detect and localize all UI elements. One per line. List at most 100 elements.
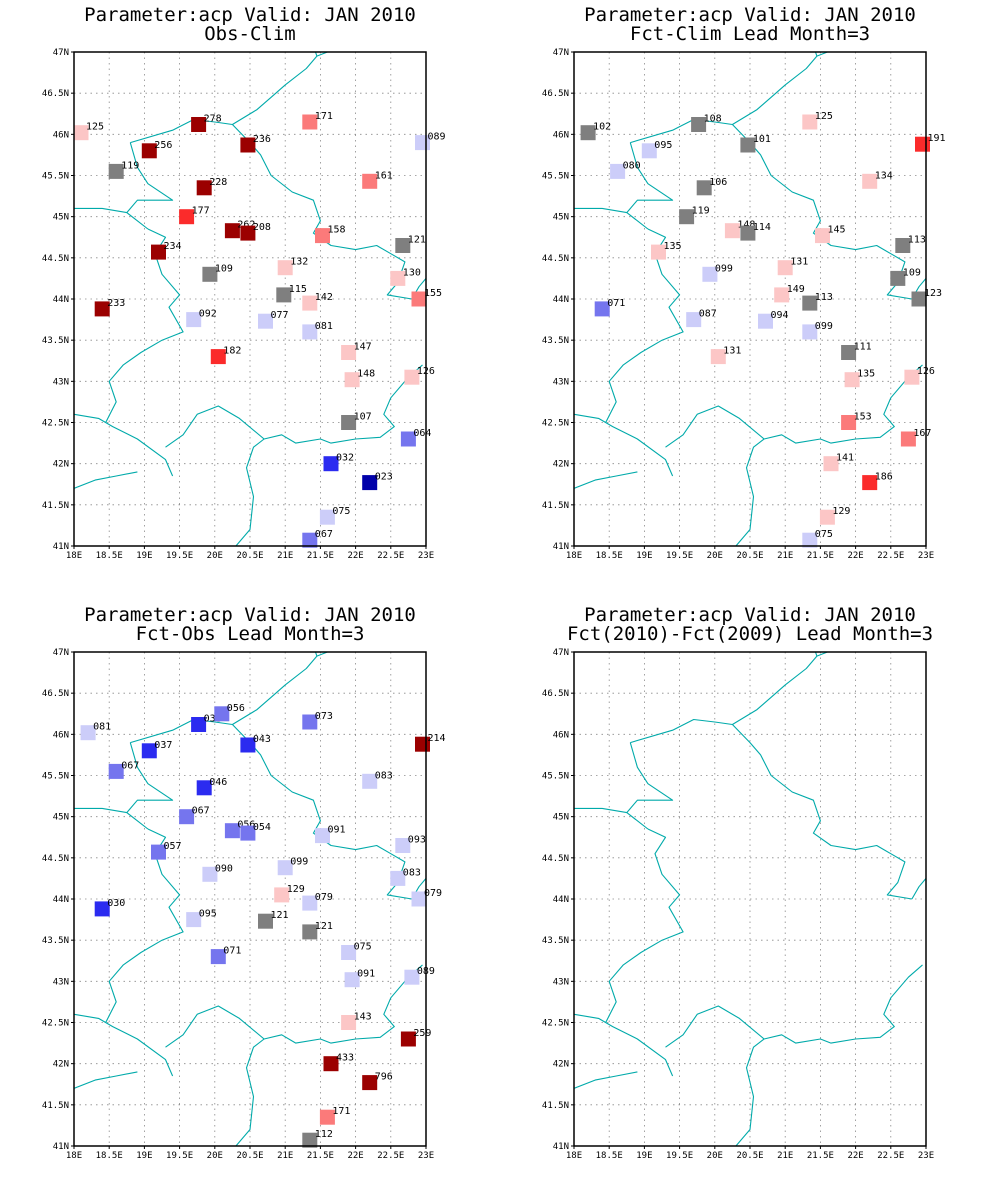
station-marker: 081	[302, 321, 333, 340]
station-marker: 056	[214, 703, 245, 722]
station-square	[302, 714, 318, 730]
station-square	[802, 114, 818, 130]
station-marker: 433	[323, 1053, 354, 1072]
station-square	[862, 173, 878, 189]
station-square	[315, 228, 330, 244]
station-square	[210, 949, 226, 965]
x-tick-label: 19E	[136, 551, 152, 561]
station-value-label: 106	[709, 177, 727, 188]
station-marker: 121	[302, 921, 333, 940]
station-value-label: 129	[832, 506, 850, 517]
map-grid	[74, 52, 426, 546]
y-tick-label: 41N	[53, 542, 69, 552]
station-value-label: 125	[86, 122, 104, 133]
panel-title-line2: Obs-Clim	[204, 23, 296, 45]
station-marker: 148	[344, 369, 375, 388]
country-border-line	[235, 364, 423, 546]
country-border-line	[126, 142, 174, 230]
x-tick-label: 18.5E	[96, 551, 123, 561]
country-border-line	[605, 828, 684, 1023]
y-tick-label: 44.5N	[42, 854, 69, 864]
station-square	[740, 137, 756, 153]
station-marker: 107	[341, 412, 372, 430]
station-square	[862, 475, 878, 491]
station-value-label: 102	[593, 122, 611, 133]
y-tick-label: 41.5N	[542, 1101, 569, 1111]
station-square	[240, 225, 256, 241]
country-border-line	[665, 1005, 765, 1048]
station-value-label: 141	[836, 453, 854, 464]
y-tick-label: 44.5N	[542, 854, 569, 864]
y-tick-label: 43.5N	[542, 936, 569, 946]
station-marker: 075	[802, 529, 833, 548]
station-square	[580, 125, 596, 141]
station-marker: 131	[710, 346, 741, 365]
country-border-line	[165, 405, 265, 448]
station-marker: 071	[594, 298, 625, 317]
y-tick-label: 43N	[553, 977, 569, 987]
country-border-line	[130, 118, 412, 300]
station-square	[802, 324, 818, 340]
station-value-label: 145	[828, 225, 846, 236]
x-tick-label: 22E	[847, 1151, 863, 1161]
station-marker: 056	[224, 820, 255, 839]
x-tick-label: 21.5E	[807, 551, 834, 561]
station-marker: 123	[911, 288, 942, 307]
station-value-label: 043	[253, 734, 271, 745]
station-marker: 037	[141, 740, 172, 759]
country-border-line	[574, 807, 627, 814]
y-tick-label: 47N	[53, 48, 69, 58]
x-tick-label: 20E	[707, 551, 723, 561]
x-tick-label: 18E	[66, 1151, 82, 1161]
station-value-label: 057	[164, 841, 182, 852]
y-tick-label: 42N	[553, 1060, 569, 1070]
country-border-line	[74, 1071, 138, 1089]
station-value-label: 089	[428, 132, 446, 143]
station-square	[395, 238, 411, 253]
country-border-line	[911, 878, 926, 900]
station-square	[302, 895, 318, 911]
station-marker: 171	[319, 1106, 350, 1125]
station-value-label: 073	[315, 711, 333, 722]
y-tick-label: 44N	[553, 295, 569, 305]
station-marker: 208	[240, 222, 271, 241]
station-square	[400, 1031, 416, 1047]
station-marker: 112	[302, 1129, 333, 1148]
station-marker: 094	[758, 310, 789, 329]
station-value-label: 079	[315, 892, 333, 903]
country-border-line	[74, 1013, 174, 1077]
station-value-label: 037	[154, 740, 172, 751]
station-value-label: 134	[875, 170, 893, 181]
x-tick-label: 19E	[636, 1151, 652, 1161]
station-marker: 262	[224, 220, 255, 239]
x-tick-label: 23E	[918, 1151, 934, 1161]
station-marker: 147	[341, 342, 372, 360]
station-value-label: 147	[354, 342, 372, 353]
station-value-label: 067	[315, 529, 333, 540]
station-value-label: 083	[403, 867, 421, 878]
panel-fct-diff: Parameter:acp Valid: JAN 2010 Fct(2010)-…	[542, 604, 934, 1161]
axis-ticks: 18E 18.5E 19E 19.5E 20E 20.5E 21E 21.5E 22E 22.5E…	[542, 648, 934, 1161]
station-marker: 228	[196, 177, 227, 196]
station-square	[341, 415, 357, 430]
station-square	[196, 780, 212, 796]
map-grid	[74, 652, 426, 1146]
station-square	[900, 431, 916, 447]
x-tick-label: 22.5E	[377, 551, 404, 561]
station-marker: 089	[415, 132, 446, 151]
station-square	[202, 266, 218, 282]
station-value-label: 228	[209, 177, 227, 188]
station-square	[911, 291, 927, 307]
y-tick-label: 47N	[553, 48, 569, 58]
station-marker: 108	[691, 114, 722, 132]
y-tick-label: 45.5N	[42, 772, 69, 782]
station-square	[141, 743, 157, 759]
station-square	[80, 725, 96, 741]
y-tick-label: 45.5N	[542, 172, 569, 182]
station-marker: 043	[240, 734, 271, 753]
x-tick-label: 22E	[347, 1151, 363, 1161]
station-value-label: 107	[354, 412, 372, 423]
panel-obs-clim: Parameter:acp Valid: JAN 2010 Obs-Clim 1…	[42, 4, 446, 561]
station-value-label: 135	[664, 241, 682, 252]
